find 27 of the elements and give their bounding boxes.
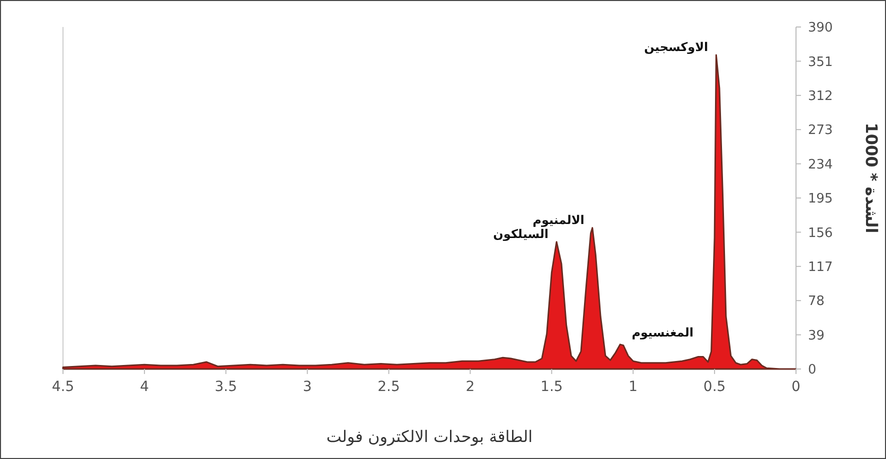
x-tick-label: 1.5 [540,379,563,395]
x-tick-label: 2.5 [378,379,400,395]
annotation: الاوكسجين [644,40,708,54]
y-tick-label: 273 [808,123,833,138]
y-tick-label: 351 [808,54,833,70]
y-tick-label: 78 [808,294,825,310]
x-tick-label: 0.5 [703,379,726,395]
y-tick-label: 0 [808,362,816,378]
y-tick-label: 39 [808,328,825,344]
annotation: المغنسيوم [632,325,694,340]
y-tick-label: 156 [808,226,833,241]
y-tick-label: 117 [808,260,833,275]
x-tick-label: 0 [792,379,800,395]
y-axis-title: الشدة * 1000 [862,122,881,234]
x-tick-label: 4.5 [52,379,74,395]
y-tick-label: 390 [808,20,833,36]
x-axis-title: الطاقة بوحدات الالكترون فولت [326,427,533,446]
x-tick-label: 2 [466,379,475,395]
annotation: الالمنيوم [532,212,584,227]
y-tick-label: 234 [808,157,833,172]
y-tick-label: 195 [808,192,833,207]
x-tick-label: 1 [628,379,638,395]
x-tick-label: 3.5 [214,379,238,395]
annotation: السيلكون [493,226,549,241]
y-tick-label: 312 [808,88,833,104]
x-tick-label: 3 [302,379,312,395]
x-tick-label: 4 [140,379,149,395]
